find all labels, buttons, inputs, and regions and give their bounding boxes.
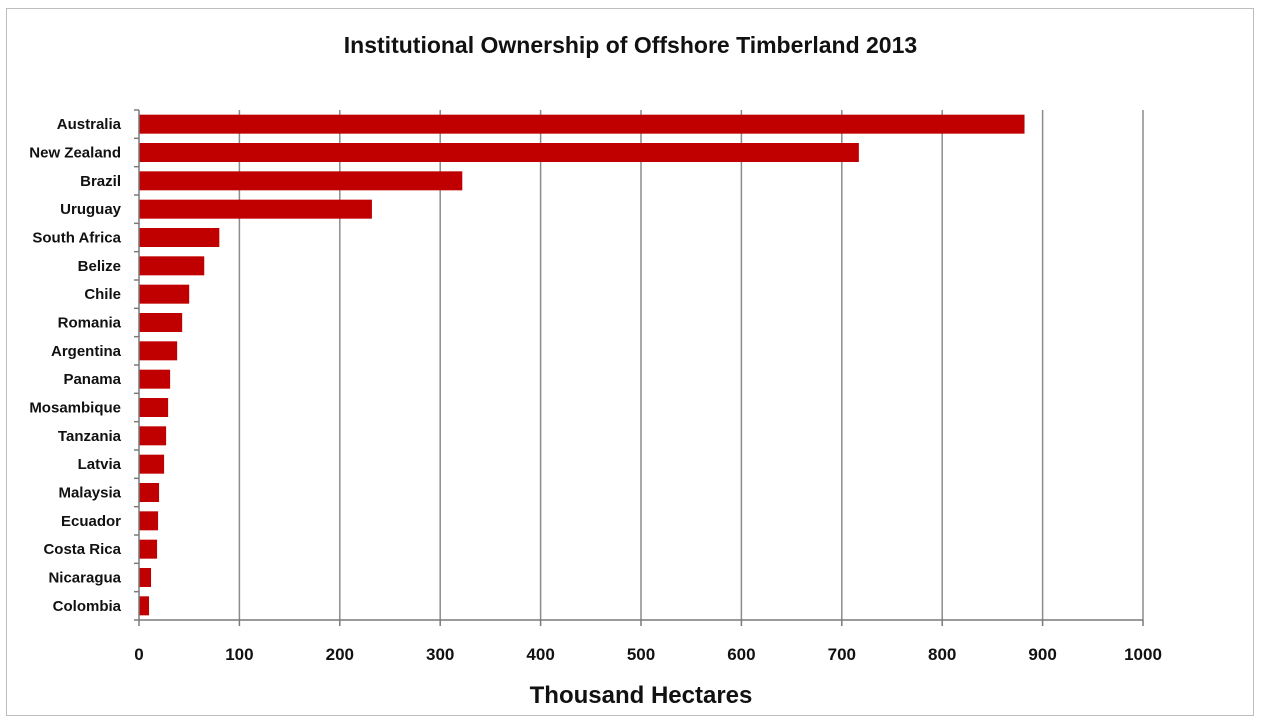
bar-argentina (139, 341, 178, 361)
category-label: New Zealand (29, 145, 121, 162)
category-label: Mosambique (29, 400, 121, 417)
category-label: Latvia (78, 456, 122, 473)
chart-title: Institutional Ownership of Offshore Timb… (343, 32, 918, 58)
bar-brazil (139, 171, 463, 191)
bar-romania (139, 313, 183, 332)
bar-uruguay (139, 199, 372, 219)
gridlines (238, 110, 1144, 620)
category-label: Belize (78, 258, 121, 275)
bar-new-zealand (139, 143, 859, 162)
x-tick-label: 200 (326, 645, 354, 664)
bar-latvia (139, 454, 165, 474)
x-tick-label: 900 (1028, 645, 1056, 664)
x-tick-label: 800 (928, 645, 956, 664)
bar-malaysia (139, 483, 160, 502)
category-label: Nicaragua (48, 570, 121, 587)
bar-nicaragua (139, 568, 152, 587)
bar-chile (139, 284, 190, 304)
category-label: Panama (63, 371, 121, 388)
category-label: Brazil (80, 173, 121, 190)
category-label: Malaysia (58, 485, 121, 502)
category-label: Tanzania (58, 428, 122, 445)
category-label: South Africa (32, 230, 121, 247)
category-label: Romania (58, 315, 122, 332)
bar-costa-rica (139, 539, 158, 559)
category-label: Argentina (51, 343, 122, 360)
bars (139, 114, 1025, 616)
x-tick-label: 300 (426, 645, 454, 664)
bar-tanzania (139, 426, 167, 446)
bar-colombia (139, 596, 150, 616)
category-label: Australia (57, 116, 122, 133)
labels: Australia New Zealand Brazil Uruguay South A… (29, 116, 1162, 664)
category-label: Colombia (53, 598, 122, 615)
x-axis-title: Thousand Hectares (530, 682, 753, 709)
bar-panama (139, 369, 171, 389)
bar-south-africa (139, 228, 220, 247)
category-label: Chile (84, 286, 121, 303)
x-tick-label: 0 (134, 645, 143, 664)
category-label: Uruguay (60, 201, 122, 218)
bar-australia (139, 114, 1025, 134)
bar-mosambique (139, 398, 169, 417)
x-tick-label: 500 (627, 645, 655, 664)
x-tick-label: 1000 (1124, 645, 1162, 664)
axes (134, 109, 1144, 626)
bar-ecuador (139, 511, 159, 531)
x-tick-label: 600 (727, 645, 755, 664)
x-tick-label: 100 (225, 645, 253, 664)
category-label: Ecuador (61, 513, 121, 530)
x-tick-label: 700 (828, 645, 856, 664)
x-tick-label: 400 (526, 645, 554, 664)
bar-belize (139, 256, 205, 276)
category-label: Costa Rica (43, 541, 121, 558)
